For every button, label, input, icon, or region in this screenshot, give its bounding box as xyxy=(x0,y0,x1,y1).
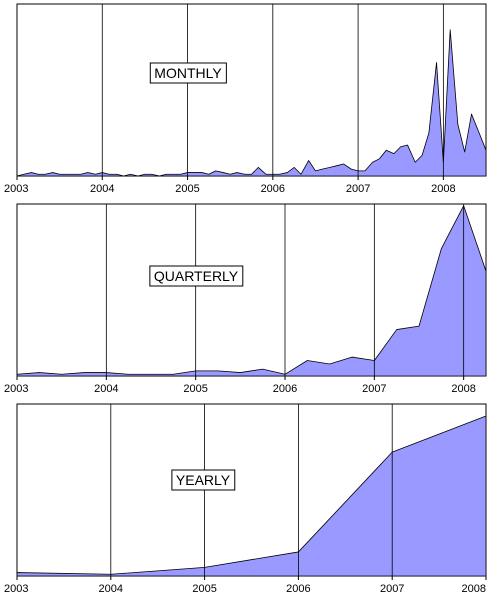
x-tick-label: 2004 xyxy=(99,583,123,595)
chart-title: YEARLY xyxy=(171,469,236,491)
chart-title-box xyxy=(149,62,227,84)
x-tick-label: 2003 xyxy=(4,583,28,595)
x-tick-label: 2004 xyxy=(94,383,118,395)
chart-title-text: MONTHLY xyxy=(154,65,222,81)
x-tick-label: 2003 xyxy=(4,383,28,395)
chart-title-box xyxy=(149,265,244,287)
x-tick-label: 2006 xyxy=(286,583,310,595)
x-tick-label: 2007 xyxy=(362,383,386,395)
chart-title: QUARTERLY xyxy=(149,265,244,287)
quarterly-chart: 2003 2004 2005 2006 2007 2008 QUARTERLY xyxy=(4,203,487,395)
x-tick-label: 2006 xyxy=(273,383,297,395)
series-area xyxy=(16,29,487,177)
x-tick-label: 2007 xyxy=(380,583,404,595)
x-tick-label: 2005 xyxy=(183,383,207,395)
plot-frame xyxy=(16,3,487,177)
chart-title: MONTHLY xyxy=(149,62,227,84)
x-tick-label: 2005 xyxy=(192,583,216,595)
x-tick-label: 2008 xyxy=(462,583,486,595)
yearly-chart: 2003 2004 2005 2006 2007 2008 YEARLY xyxy=(4,403,487,595)
series-area xyxy=(16,205,487,377)
x-tick-label: 2003 xyxy=(4,183,28,195)
x-tick-label: 2004 xyxy=(90,183,114,195)
chart-title-box xyxy=(171,469,236,491)
x-tick-label: 2008 xyxy=(431,183,455,195)
monthly-chart: 2003 2004 2005 2006 2007 2008 MONTHLY xyxy=(4,3,487,195)
x-tick-label: 2008 xyxy=(451,383,475,395)
x-tick-label: 2006 xyxy=(261,183,285,195)
chart-title-text: YEARLY xyxy=(176,472,231,488)
x-tick-label: 2005 xyxy=(175,183,199,195)
chart-title-text: QUARTERLY xyxy=(154,268,239,284)
x-tick-label: 2007 xyxy=(346,183,370,195)
